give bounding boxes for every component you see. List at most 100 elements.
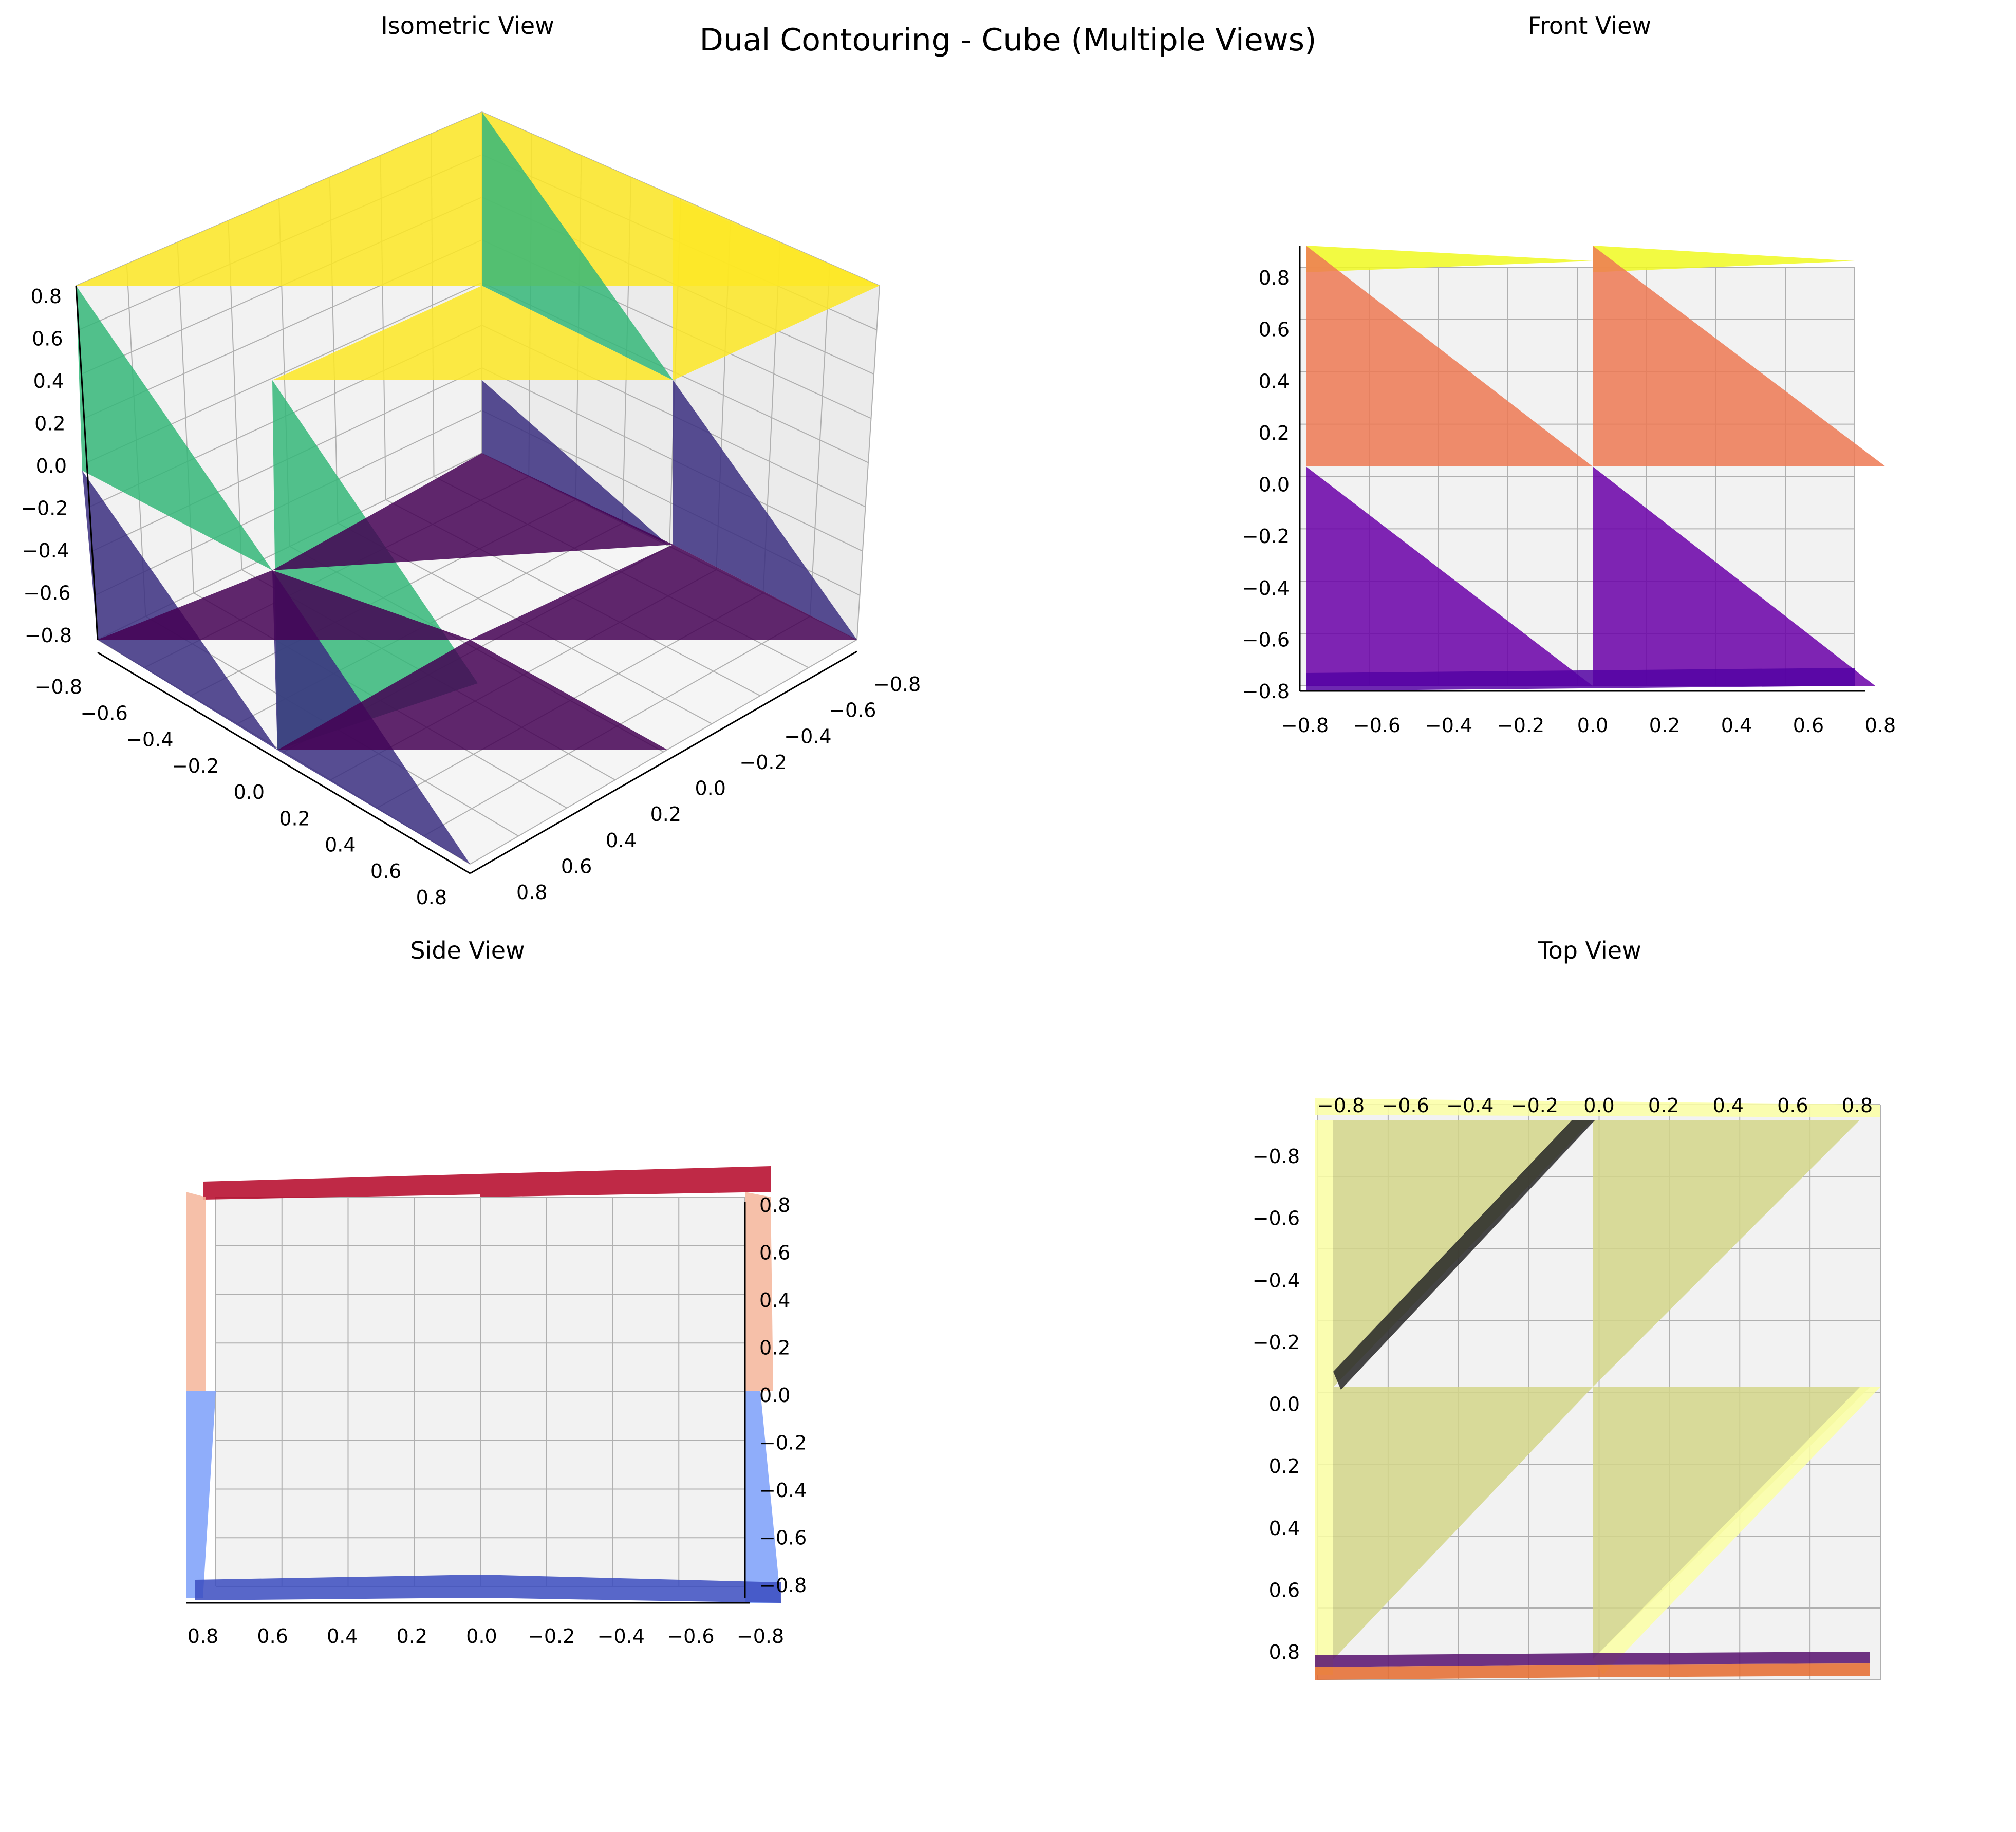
x-tick-label: 0.6 [370,860,401,883]
lower-face [745,1391,781,1603]
y-tick-label: 0.2 [1269,1455,1300,1478]
z-tick-label: 0.4 [1259,370,1290,392]
z-tick-label: −0.6 [759,1527,807,1549]
z-tick-label: 0.4 [759,1289,790,1312]
z-tick-label: 0.0 [759,1384,790,1407]
face [1593,1120,1860,1387]
front-view-title: Front View [1528,12,1651,40]
z-tick-label: 0.6 [759,1242,790,1264]
side-face [76,286,272,570]
z-tick-label: −0.6 [23,582,70,605]
side-face [482,112,673,380]
y-tick-label: 0.4 [606,829,637,852]
y-tick-label: 0.0 [695,777,726,800]
x-tick-label: 0.0 [234,781,265,803]
y-tick-label: 0.6 [561,855,592,877]
x-tick-label: −0.6 [1353,714,1401,737]
z-tick-label: −0.6 [1242,628,1290,651]
top-face [480,1166,771,1197]
top-face [482,112,880,286]
lower-face [1593,466,1875,686]
y-tick-label: 0.4 [1269,1517,1300,1540]
x-tick-label: −0.2 [1497,714,1544,737]
x-tick-label: 0.6 [1777,1094,1808,1117]
z-tick-label: −0.8 [759,1574,807,1597]
x-tick-label: −0.8 [35,676,82,698]
y-tick-label: −0.4 [1253,1269,1300,1292]
lower-side-face [673,380,857,640]
x-tick-label: 0.2 [1648,1094,1679,1117]
x-tick-label: 0.8 [1865,714,1896,737]
x-tick-label: 0.4 [325,834,356,856]
x-tick-label: 0.2 [279,807,310,830]
x-tick-label: −0.2 [172,755,219,777]
z-tick-label: 0.8 [31,285,62,308]
z-tick-label: −0.2 [759,1432,807,1454]
y-tick-label: 0.0 [466,1625,497,1648]
y-tick-label: 0.4 [327,1625,358,1648]
z-tick-label: 0.2 [34,413,65,435]
x-tick-label: −0.8 [1317,1094,1365,1117]
top-face [1315,1120,1333,1675]
x-tick-label: 0.4 [1713,1094,1744,1117]
bottom-face [1315,1665,1593,1680]
z-tick-label: −0.2 [1242,525,1290,548]
front-view-panel: Front View 0.8 0.6 0.4 0.2 0.0 −0.2 −0.4 −0.6 −0… [1242,12,1896,737]
top-view-panel: Top View −0.8 −0.6 −0.4 −0.2 0.0 0.2 0.4 0.6 0.8… [1253,937,1881,1680]
z-tick-label: −0.4 [1242,577,1290,600]
top-view-title: Top View [1537,937,1641,964]
y-tick-label: −0.6 [829,699,876,722]
bottom-face [480,1575,781,1603]
bottom-face [1306,668,1855,691]
x-tick-label: 0.4 [1721,714,1752,737]
z-tick-label: 0.0 [1259,474,1290,496]
z-axis-line [75,285,99,640]
y-tick-label: 0.6 [257,1625,288,1648]
y-tick-label: 0.6 [1269,1579,1300,1601]
top-face [76,112,482,286]
y-tick-label: −0.8 [873,673,921,696]
isometric-view-title: Isometric View [381,12,554,40]
y-tick-label: −0.2 [528,1625,575,1648]
top-face [1315,1098,1880,1117]
lower-face [1306,466,1593,686]
z-tick-label: −0.8 [25,624,72,647]
y-tick-label: 0.2 [650,803,681,826]
y-tick-label: −0.2 [739,751,787,774]
lower-face [186,1391,216,1598]
bottom-face [1593,1652,1870,1665]
x-axis-line [97,651,471,874]
z-tick-label: 0.4 [33,370,64,392]
x-tick-label: 0.2 [1649,714,1680,737]
top-face [1593,1387,1880,1675]
gridline [856,285,880,640]
isometric-view-panel: Isometric View 0.8 0.6 0.4 0.2 0.0 −0.2 −0.4 −0… [21,12,921,909]
x-tick-label: −0.4 [126,728,173,751]
gridline [481,367,863,552]
y-tick-label: −0.2 [1253,1331,1300,1354]
top-face [203,1174,480,1200]
bottom-face [470,545,857,640]
z-tick-label: 0.6 [32,328,63,350]
face [1333,1387,1593,1659]
upper-face [1593,246,1886,466]
upper-face [745,1192,773,1391]
z-tick-label: 0.2 [759,1337,790,1359]
figure-title: Dual Contouring - Cube (Multiple Views) [700,22,1317,58]
x-tick-label: 0.0 [1583,1094,1614,1117]
top-face [272,286,673,380]
y-tick-label: −0.6 [1253,1207,1300,1230]
y-tick-label: 0.0 [1269,1393,1300,1416]
upper-face [186,1192,206,1391]
y-tick-label: −0.8 [1253,1145,1300,1168]
y-axis-line [470,650,857,874]
x-tick-label: −0.6 [1382,1094,1429,1117]
side-view-panel: Side View 0.8 0.6 0.4 0.2 0.0 −0.2 −0.4 −0.6 −0.… [186,937,807,1648]
x-tick-label: −0.4 [1425,714,1472,737]
y-tick-label: −0.8 [737,1625,784,1648]
y-tick-label: −0.6 [667,1625,714,1648]
x-tick-label: −0.8 [1281,714,1329,737]
y-tick-label: −0.4 [784,725,831,747]
bottom-face [98,570,470,640]
